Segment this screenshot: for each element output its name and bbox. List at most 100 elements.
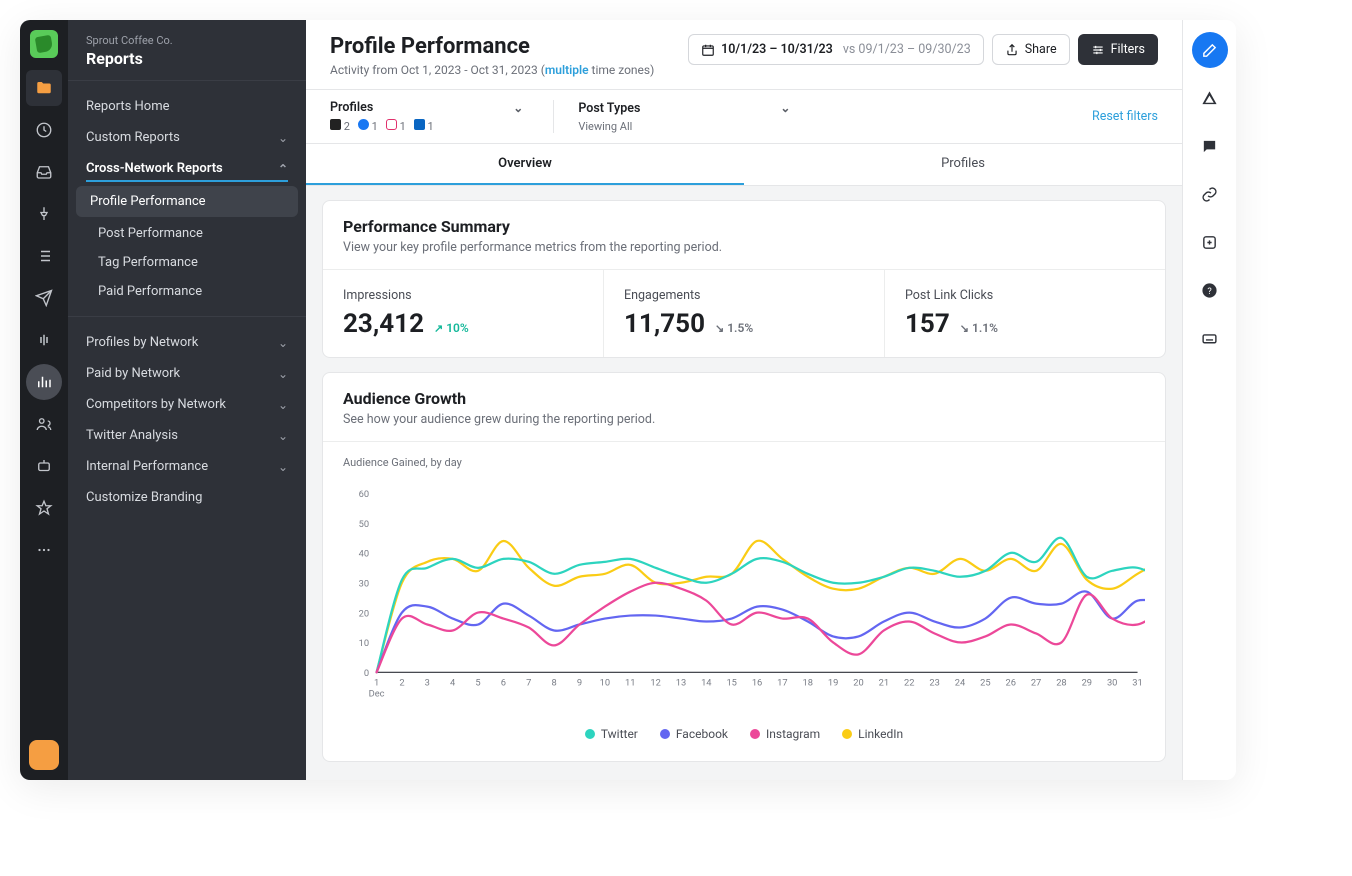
rrail-link[interactable] [1192, 176, 1228, 212]
svg-text:4: 4 [450, 677, 456, 688]
svg-text:2: 2 [399, 677, 404, 688]
rail-star[interactable] [26, 490, 62, 526]
profile-net-fb: 1 [358, 119, 378, 133]
metric-impressions: Impressions 23,41210% [323, 270, 604, 357]
svg-text:28: 28 [1056, 677, 1066, 688]
tabs: Overview Profiles [306, 144, 1182, 186]
nav-competitors-by-network[interactable]: Competitors by Network⌄ [68, 389, 306, 420]
svg-text:3: 3 [425, 677, 430, 688]
sidebar: Sprout Coffee Co. Reports Reports Home C… [68, 20, 306, 780]
icon-rail [20, 20, 68, 780]
rail-compass[interactable] [26, 112, 62, 148]
legend-linkedin: LinkedIn [842, 727, 903, 741]
svg-text:18: 18 [803, 677, 813, 688]
legend-twitter: Twitter [585, 727, 638, 741]
rrail-chat[interactable] [1192, 128, 1228, 164]
company-name: Sprout Coffee Co. [86, 34, 288, 47]
svg-text:6: 6 [501, 677, 506, 688]
svg-text:25: 25 [980, 677, 990, 688]
subnav-paid-performance[interactable]: Paid Performance [68, 277, 306, 306]
nav-internal-performance[interactable]: Internal Performance⌄ [68, 451, 306, 482]
subnav-profile-performance[interactable]: Profile Performance [76, 186, 298, 217]
chevron-down-icon: ⌄ [513, 101, 523, 115]
topbar: Profile Performance Activity from Oct 1,… [306, 20, 1182, 90]
rrail-add[interactable] [1192, 224, 1228, 260]
rail-bot[interactable] [26, 448, 62, 484]
legend-facebook: Facebook [660, 727, 728, 741]
nav-cross-network[interactable]: Cross-Network Reports⌃ [68, 153, 306, 184]
nav-paid-by-network[interactable]: Paid by Network⌄ [68, 358, 306, 389]
sidebar-header: Sprout Coffee Co. Reports [68, 20, 306, 81]
section-name: Reports [86, 49, 288, 68]
rrail-alerts[interactable] [1192, 80, 1228, 116]
timezone-link[interactable]: multiple [545, 63, 589, 77]
subnav-post-performance[interactable]: Post Performance [68, 219, 306, 248]
nav-reports-home[interactable]: Reports Home [68, 91, 306, 122]
growth-title: Audience Growth [343, 389, 1145, 408]
subnav-tag-performance[interactable]: Tag Performance [68, 248, 306, 277]
rail-folder[interactable] [26, 70, 62, 106]
chart-subtitle: Audience Gained, by day [343, 456, 1145, 469]
svg-text:1: 1 [374, 677, 379, 688]
svg-text:15: 15 [726, 677, 736, 688]
rail-inbox[interactable] [26, 154, 62, 190]
metric-engagements: Engagements 11,7501.5% [604, 270, 885, 357]
rail-list[interactable] [26, 238, 62, 274]
growth-desc: See how your audience grew during the re… [343, 412, 1145, 427]
filters-button[interactable]: Filters [1078, 34, 1158, 65]
profile-net-ig: 1 [386, 119, 406, 133]
profile-net-tw: 2 [330, 119, 350, 133]
svg-text:0: 0 [364, 668, 369, 679]
svg-text:40: 40 [359, 549, 369, 560]
svg-text:22: 22 [904, 677, 914, 688]
rail-bottom-badge[interactable] [29, 740, 59, 770]
svg-text:23: 23 [929, 677, 939, 688]
svg-text:24: 24 [955, 677, 966, 688]
svg-text:11: 11 [625, 677, 635, 688]
summary-desc: View your key profile performance metric… [343, 240, 1145, 255]
main-panel: Profile Performance Activity from Oct 1,… [306, 20, 1182, 780]
rrail-help[interactable]: ? [1192, 272, 1228, 308]
metrics-row: Impressions 23,41210%Engagements 11,7501… [323, 270, 1165, 357]
sprout-logo[interactable] [30, 30, 58, 58]
nav-custom-reports[interactable]: Custom Reports⌄ [68, 122, 306, 153]
svg-text:27: 27 [1031, 677, 1041, 688]
rail-people[interactable] [26, 406, 62, 442]
rail-pin[interactable] [26, 196, 62, 232]
svg-text:14: 14 [701, 677, 712, 688]
svg-text:20: 20 [359, 608, 369, 619]
legend-instagram: Instagram [750, 727, 820, 741]
filter-row: Profiles⌄ 2 1 1 1 Post Types⌄ Viewing Al… [306, 90, 1182, 144]
svg-text:7: 7 [526, 677, 531, 688]
svg-text:10: 10 [359, 638, 369, 649]
svg-text:16: 16 [752, 677, 762, 688]
svg-text:19: 19 [828, 677, 838, 688]
post-types-filter[interactable]: Post Types⌄ Viewing All [578, 101, 820, 133]
sliders-icon [1091, 43, 1105, 57]
svg-text:31: 31 [1132, 677, 1142, 688]
compose-button[interactable] [1192, 32, 1228, 68]
tab-profiles[interactable]: Profiles [744, 144, 1182, 185]
svg-text:10: 10 [600, 677, 610, 688]
profiles-filter[interactable]: Profiles⌄ 2 1 1 1 [330, 100, 554, 133]
chevron-down-icon: ⌄ [278, 131, 288, 145]
reset-filters[interactable]: Reset filters [1092, 109, 1158, 124]
svg-text:13: 13 [676, 677, 686, 688]
rrail-keyboard[interactable] [1192, 320, 1228, 356]
rail-analytics[interactable] [26, 364, 62, 400]
rail-send[interactable] [26, 280, 62, 316]
chevron-up-icon: ⌃ [278, 162, 288, 176]
chart-legend: Twitter Facebook Instagram LinkedIn [343, 727, 1145, 741]
nav-profiles-by-network[interactable]: Profiles by Network⌄ [68, 327, 306, 358]
svg-text:5: 5 [475, 677, 480, 688]
calendar-icon [701, 43, 715, 57]
rail-more[interactable] [26, 532, 62, 568]
date-range-button[interactable]: 10/1/23 – 10/31/23vs 09/1/23 – 09/30/23 [688, 34, 984, 65]
nav-customize-branding[interactable]: Customize Branding [68, 482, 306, 513]
rail-audio[interactable] [26, 322, 62, 358]
tab-overview[interactable]: Overview [306, 144, 744, 185]
share-button[interactable]: Share [992, 34, 1070, 65]
nav-twitter-analysis[interactable]: Twitter Analysis⌄ [68, 420, 306, 451]
svg-text:9: 9 [577, 677, 582, 688]
audience-growth-chart: 0102030405060123456789101112131415161718… [343, 473, 1145, 713]
